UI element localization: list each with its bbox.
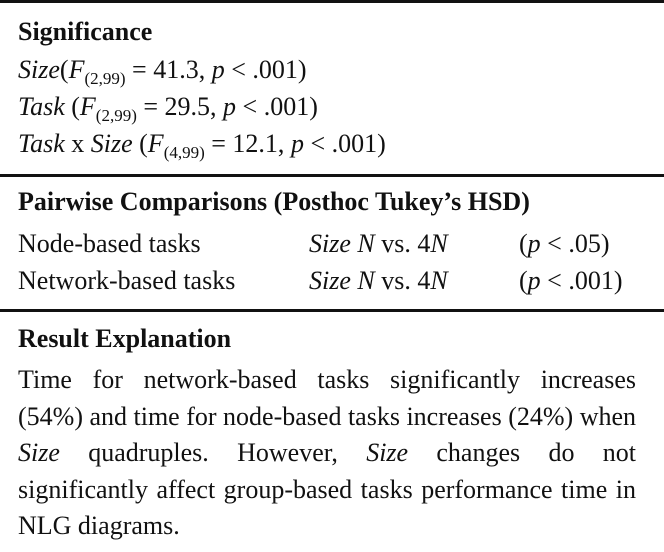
significance-heading: Significance <box>18 17 153 46</box>
pairwise-comparison: Size N vs. 4N <box>309 266 448 295</box>
pairwise-pvalue: (p < .05) <box>519 229 610 258</box>
significance-row-size: Size(F(2,99) = 41.3, p < .001) <box>18 55 307 88</box>
significance-row-interaction: Task x Size (F(4,99) = 12.1, p < .001) <box>18 129 386 162</box>
pairwise-task: Node-based tasks <box>18 229 201 258</box>
explanation-paragraph: Time for network-based tasks significant… <box>18 365 637 541</box>
explanation-heading: Result Explanation <box>18 324 232 353</box>
section-rule <box>0 174 664 177</box>
pairwise-heading: Pairwise Comparisons (Posthoc Tukey’s HS… <box>18 187 530 216</box>
pairwise-comparison: Size N vs. 4N <box>309 229 448 258</box>
section-rule <box>0 309 664 312</box>
pairwise-pvalue: (p < .001) <box>519 266 623 295</box>
significance-row-task: Task (F(2,99) = 29.5, p < .001) <box>18 92 318 125</box>
pairwise-task: Network-based tasks <box>18 266 236 295</box>
top-rule <box>0 0 664 3</box>
